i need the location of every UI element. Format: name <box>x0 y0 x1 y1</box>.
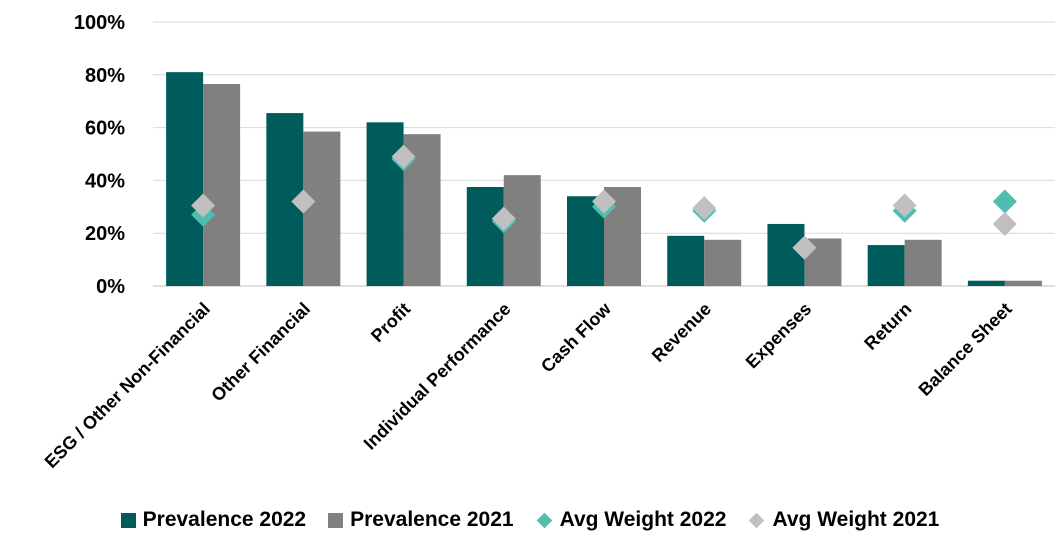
legend-label-prevalence-2021: Prevalence 2021 <box>350 508 514 531</box>
legend-label-avg-weight-2022: Avg Weight 2022 <box>559 508 727 531</box>
x-tick-label: Profit <box>367 299 414 346</box>
x-tick-label: Expenses <box>742 299 816 373</box>
x-tick-label: Cash Flow <box>537 298 615 376</box>
y-tick-label: 60% <box>85 118 125 140</box>
bar-prevalence-2021 <box>1004 280 1042 286</box>
bar-prevalence-2022 <box>166 72 204 286</box>
chart: 0% 20% 40% 60% 80% 100% ESG / Other Non-Finan… <box>41 12 1055 472</box>
bar-prevalence-2021 <box>503 175 541 286</box>
marker-avg-weight-2021 <box>692 196 717 221</box>
legend-item-prevalence-2022: Prevalence 2022 <box>120 508 307 532</box>
y-axis-ticks: 0% 20% 40% 60% 80% 100% <box>74 12 125 298</box>
y-tick-label: 40% <box>85 170 125 192</box>
x-tick-label: ESG / Other Non-Financial <box>41 299 214 472</box>
bar-prevalence-2022 <box>767 223 805 286</box>
bar-prevalence-2022 <box>867 245 905 286</box>
y-tick-label: 80% <box>85 65 125 87</box>
legend-swatch-avg-weight-2021 <box>749 512 765 528</box>
marker-avg-weight-2021 <box>191 193 216 218</box>
legend: Prevalence 2022 Prevalence 2021 Avg Weig… <box>0 508 1060 532</box>
marker-avg-weight-2021 <box>792 235 817 260</box>
y-tick-label: 20% <box>85 223 125 245</box>
bar-prevalence-2021 <box>203 84 241 286</box>
x-tick-label: Return <box>860 299 915 354</box>
y-tick-label: 100% <box>74 12 125 34</box>
bar-prevalence-2022 <box>967 280 1005 286</box>
x-tick-label: Revenue <box>648 299 715 366</box>
bars <box>166 72 1042 286</box>
bar-prevalence-2022 <box>366 122 404 286</box>
y-tick-label: 0% <box>96 276 125 298</box>
bar-prevalence-2021 <box>704 239 742 286</box>
marker-avg-weight-2021 <box>391 144 416 169</box>
bar-prevalence-2021 <box>303 131 341 286</box>
marker-avg-weight-2022 <box>992 189 1017 214</box>
legend-swatch-prevalence-2022 <box>120 512 136 528</box>
x-tick-label: Other Financial <box>207 299 314 406</box>
markers <box>191 144 1017 260</box>
marker-avg-weight-2021 <box>892 193 917 218</box>
bar-prevalence-2022 <box>667 235 705 286</box>
legend-swatch-prevalence-2021 <box>328 512 344 528</box>
marker-avg-weight-2021 <box>592 189 616 214</box>
legend-label-prevalence-2022: Prevalence 2022 <box>142 508 307 531</box>
marker-avg-weight-2021 <box>992 211 1017 236</box>
x-tick-label: Balance Sheet <box>915 299 1016 400</box>
bar-prevalence-2021 <box>904 239 942 286</box>
legend-swatch-avg-weight-2022 <box>536 512 552 528</box>
marker-avg-weight-2021 <box>291 189 316 214</box>
legend-item-avg-weight-2021: Avg Weight 2021 <box>748 508 939 532</box>
legend-item-prevalence-2021: Prevalence 2021 <box>328 508 514 532</box>
marker-avg-weight-2021 <box>491 206 516 231</box>
legend-label-avg-weight-2021: Avg Weight 2021 <box>772 508 940 531</box>
legend-item-avg-weight-2022: Avg Weight 2022 <box>536 508 727 532</box>
bar-prevalence-2022 <box>466 187 504 286</box>
